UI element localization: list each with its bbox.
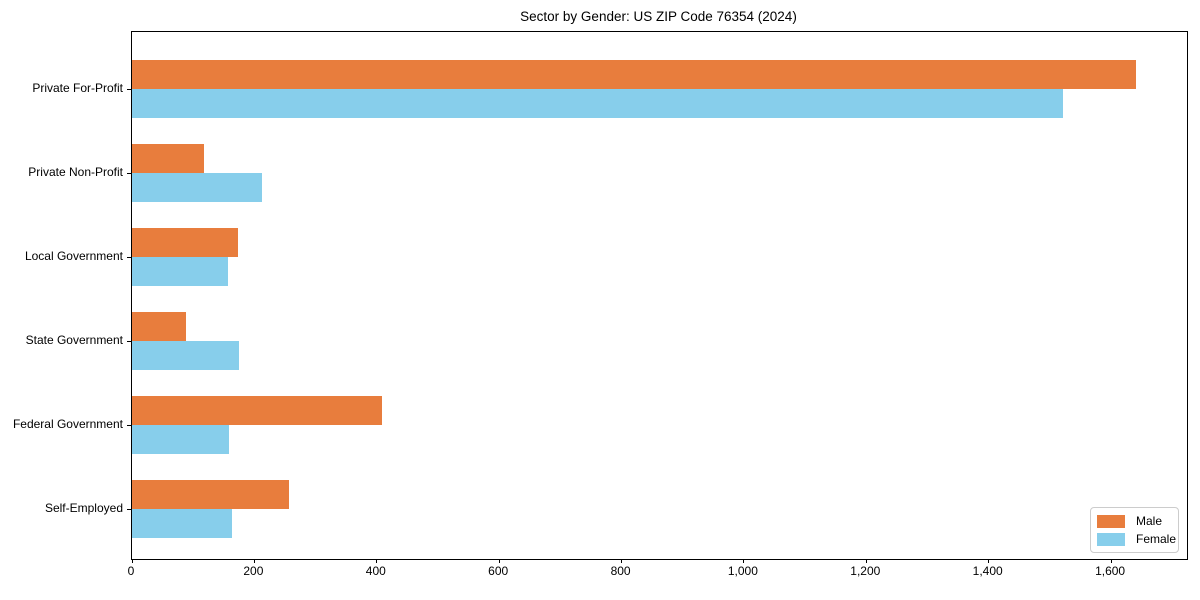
x-tick-label: 1,200 (850, 564, 881, 578)
x-tick-label: 1,400 (972, 564, 1003, 578)
bar-female-0 (132, 89, 1064, 118)
x-tick-mark (253, 559, 255, 563)
category-label: Self-Employed (44, 501, 123, 515)
legend-entry-male: Male (1097, 514, 1171, 528)
female-series-swatch (1097, 532, 1125, 546)
bar-female-3 (132, 341, 240, 370)
y-tick-mark (127, 341, 131, 342)
legend: Male Female (1090, 507, 1179, 553)
x-tick-mark (1110, 559, 1112, 563)
x-tick-label: 1,000 (727, 564, 758, 578)
legend-label-male: Male (1136, 514, 1163, 528)
bar-male-5 (132, 480, 290, 509)
plot-area (127, 31, 1188, 563)
category-label: Private Non-Profit (28, 165, 123, 179)
bar-female-2 (132, 257, 229, 286)
bar-male-4 (132, 396, 382, 425)
bar-male-0 (132, 60, 1136, 89)
x-tick-mark (131, 559, 133, 563)
x-tick-label: 800 (610, 564, 631, 578)
x-tick-label: 400 (365, 564, 386, 578)
bar-male-3 (132, 312, 186, 341)
x-tick-mark (621, 559, 623, 563)
x-tick-mark (865, 559, 867, 563)
x-tick-label: 0 (127, 564, 135, 578)
y-tick-mark (127, 509, 131, 510)
x-tick-label: 200 (243, 564, 264, 578)
category-label: State Government (25, 333, 123, 347)
y-tick-mark (127, 425, 131, 426)
bar-male-1 (132, 144, 205, 173)
y-tick-mark (127, 173, 131, 174)
x-tick-mark (498, 559, 500, 563)
category-label: Local Government (24, 249, 123, 263)
x-tick-label: 600 (488, 564, 509, 578)
y-tick-mark (127, 257, 131, 258)
category-label: Federal Government (12, 417, 123, 431)
x-tick-label: 1,600 (1095, 564, 1126, 578)
bar-female-5 (132, 509, 232, 538)
bar-female-1 (132, 173, 263, 202)
chart-title: Sector by Gender: US ZIP Code 76354 (202… (520, 9, 797, 24)
legend-entry-female: Female (1097, 532, 1176, 546)
bar-female-4 (132, 425, 230, 454)
legend-label-female: Female (1136, 532, 1177, 546)
y-tick-mark (127, 89, 131, 90)
x-tick-mark (376, 559, 378, 563)
bar-male-2 (132, 228, 238, 257)
male-series-swatch (1097, 514, 1125, 528)
category-label: Private For-Profit (32, 81, 123, 95)
x-tick-mark (988, 559, 990, 563)
x-tick-mark (743, 559, 745, 563)
